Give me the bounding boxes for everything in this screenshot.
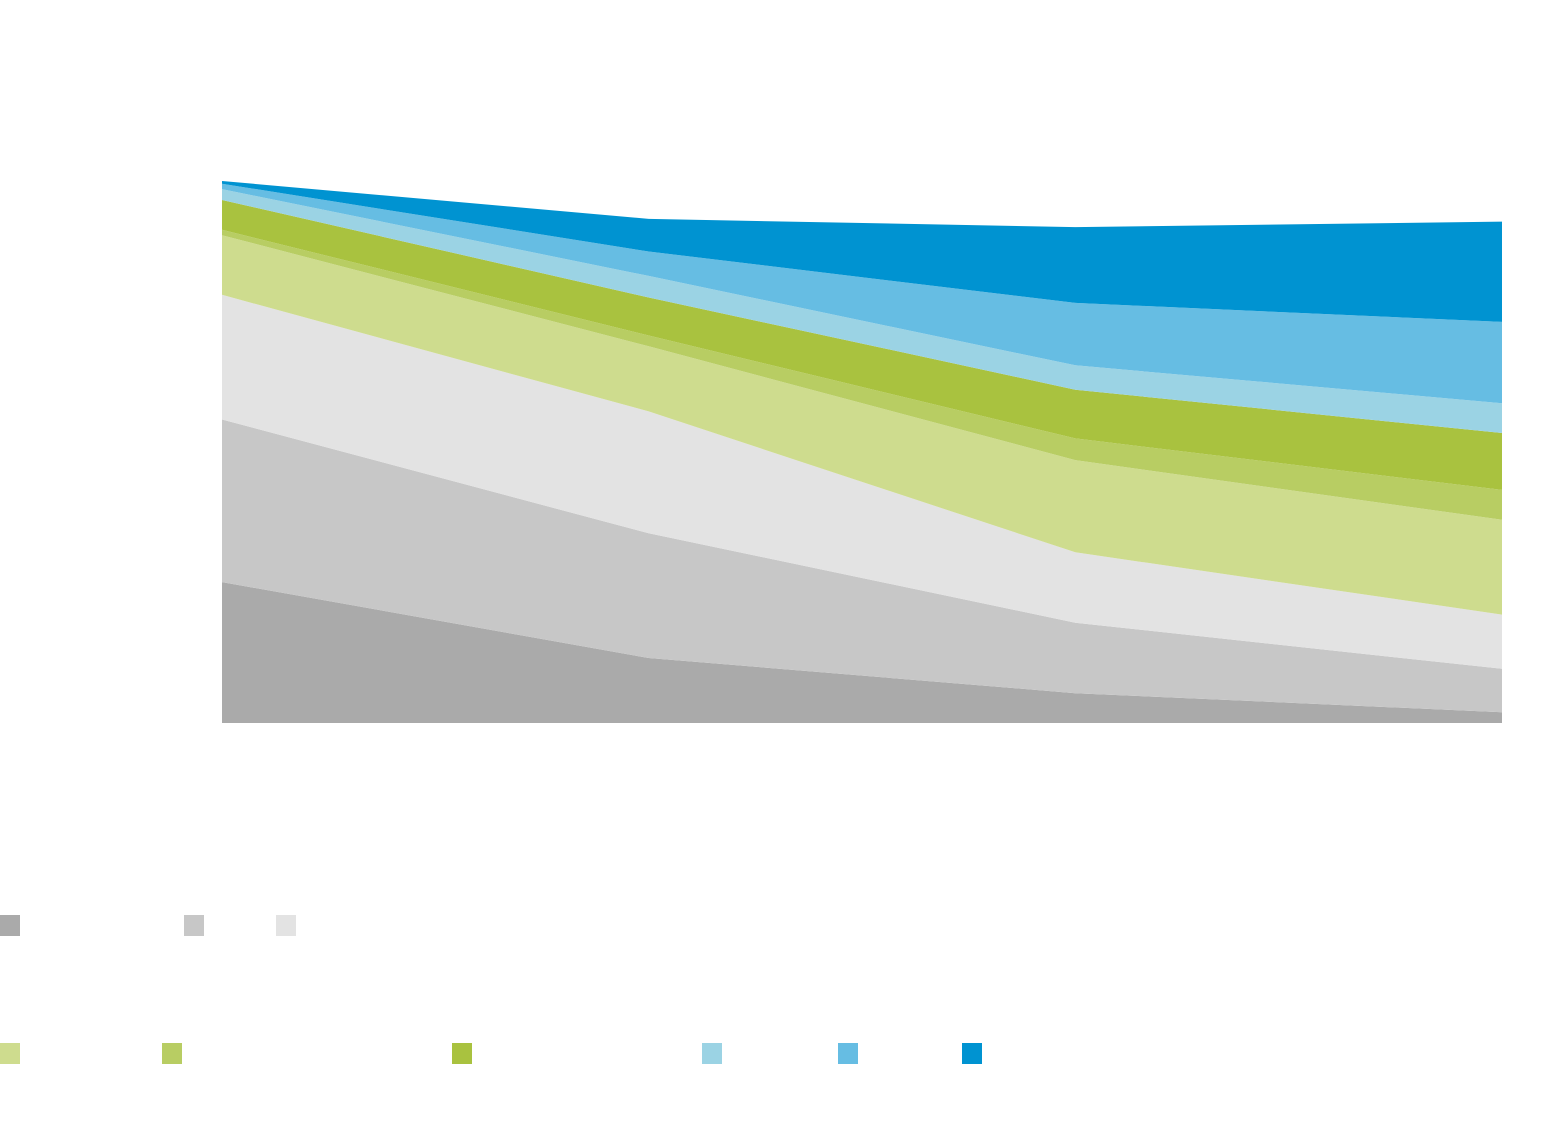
legend-swatch-4 <box>0 1043 20 1064</box>
area-series-1 <box>222 582 1502 723</box>
area-series-4 <box>222 235 1502 615</box>
legend-swatch-8 <box>838 1043 858 1064</box>
legend-swatch-1 <box>0 915 20 936</box>
legend-swatch-9 <box>962 1043 982 1064</box>
area-series-8 <box>222 183 1502 404</box>
area-series-3 <box>222 294 1502 669</box>
area-series-group <box>222 181 1502 723</box>
legend-swatch-7 <box>702 1043 722 1064</box>
area-series-5 <box>222 229 1502 520</box>
legend-swatch-6 <box>452 1043 472 1064</box>
area-series-6 <box>222 200 1502 490</box>
area-series-9 <box>222 181 1502 322</box>
area-series-2 <box>222 419 1502 713</box>
legend-swatch-2 <box>184 915 204 936</box>
legend-swatch-3 <box>276 915 296 936</box>
area-series-7 <box>222 189 1502 433</box>
legend-swatch-5 <box>162 1043 182 1064</box>
legend <box>0 915 982 1064</box>
